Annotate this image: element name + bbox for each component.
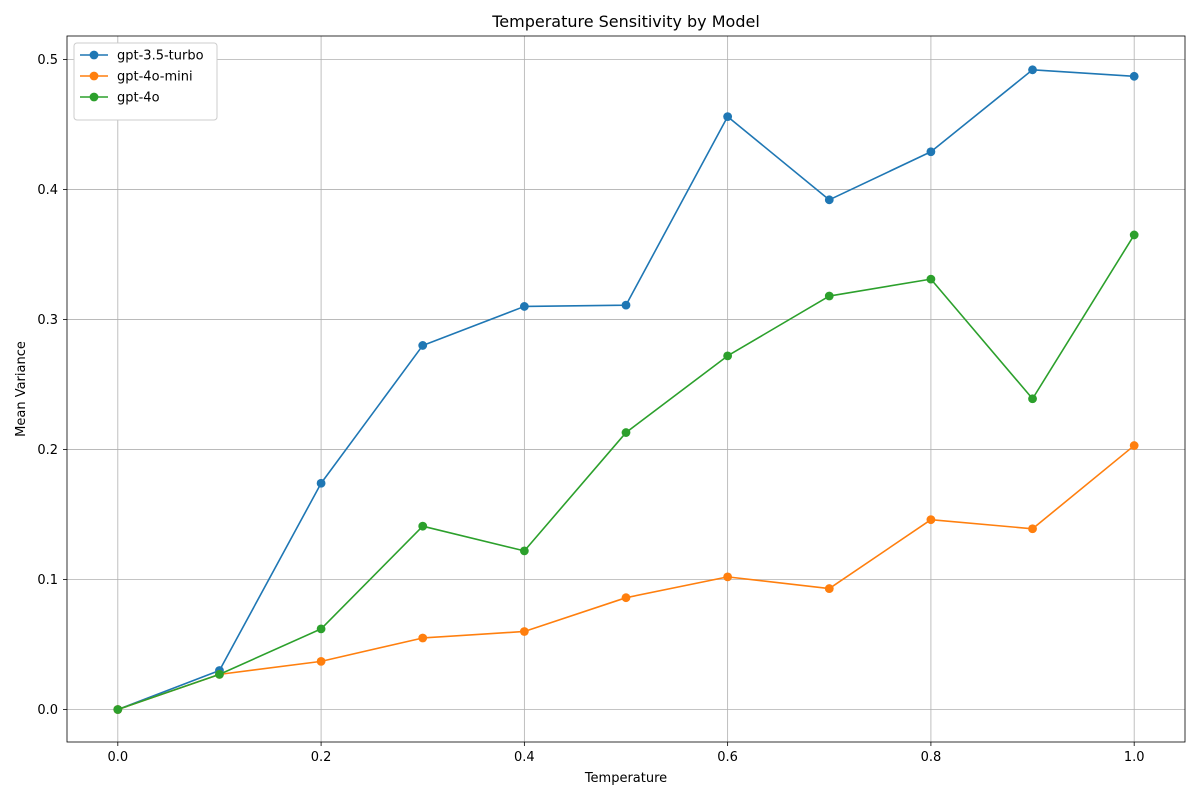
x-tick-label: 0.6	[717, 750, 738, 765]
data-point-gpt-3-5-turbo	[418, 341, 428, 350]
x-tick-label: 0.4	[514, 750, 535, 765]
data-point-gpt-4o	[418, 521, 428, 531]
plot-area-frame	[66, 35, 1186, 743]
series-gpt-4o-mini	[113, 441, 1139, 714]
data-point-gpt-4o-mini	[519, 627, 529, 636]
legend-marker	[89, 71, 99, 81]
legend-item-gpt-4o: gpt-4o	[80, 91, 160, 106]
x-tick-label: 0.0	[107, 750, 128, 765]
legend-item-gpt-4o-mini: gpt-4o-mini	[80, 70, 193, 85]
x-axis: 0.0 0.2 0.4 0.6 0.8 1.0	[107, 742, 1145, 765]
data-point-gpt-3-5-turbo	[316, 478, 326, 488]
data-point-gpt-4o-mini	[824, 584, 834, 593]
series-layer	[113, 65, 1139, 714]
data-point-gpt-4o	[621, 428, 631, 437]
legend-label: gpt-4o	[117, 91, 160, 106]
y-tick-label: 0.5	[37, 53, 58, 68]
series-gpt-4o	[113, 230, 1139, 714]
y-tick-label: 0.4	[37, 183, 58, 198]
legend-frame	[73, 42, 218, 121]
data-point-gpt-3-5-turbo	[926, 147, 936, 157]
y-axis: 0.0 0.1 0.2 0.3 0.4 0.5	[37, 53, 67, 718]
data-point-gpt-3-5-turbo	[621, 300, 631, 310]
data-point-gpt-4o	[1129, 230, 1139, 240]
data-point-gpt-3-5-turbo	[723, 112, 733, 122]
data-point-gpt-4o-mini	[723, 572, 733, 582]
data-point-gpt-3-5-turbo	[1129, 71, 1139, 81]
data-point-gpt-4o-mini	[1028, 524, 1037, 534]
data-point-gpt-3-5-turbo	[824, 195, 834, 205]
legend: gpt-3.5-turbo gpt-4o-mini gpt-4o	[73, 42, 218, 121]
data-point-gpt-4o	[113, 705, 123, 714]
data-point-gpt-4o-mini	[926, 515, 936, 525]
legend-item-gpt-3-5-turbo: gpt-3.5-turbo	[80, 49, 204, 64]
legend-label: gpt-3.5-turbo	[117, 49, 204, 64]
legend-label: gpt-4o-mini	[117, 70, 193, 85]
x-tick-label: 1.0	[1124, 750, 1145, 765]
data-point-gpt-4o	[723, 351, 733, 361]
data-point-gpt-4o	[316, 624, 326, 634]
data-point-gpt-4o	[824, 291, 834, 301]
y-tick-label: 0.0	[37, 703, 58, 718]
data-point-gpt-4o-mini	[621, 593, 631, 603]
x-axis-label: Temperature	[584, 771, 667, 786]
legend-marker	[89, 50, 99, 60]
chart-title: Temperature Sensitivity by Model	[491, 12, 760, 31]
data-point-gpt-4o	[926, 274, 936, 284]
data-point-gpt-4o-mini	[316, 656, 326, 666]
data-point-gpt-4o-mini	[1129, 441, 1139, 450]
x-tick-label: 0.8	[921, 750, 942, 765]
grid-lines	[67, 36, 1185, 742]
data-point-gpt-4o	[519, 546, 529, 556]
series-gpt-3-5-turbo	[113, 65, 1139, 714]
data-point-gpt-3-5-turbo	[519, 302, 529, 311]
series-line-gpt-3-5-turbo	[117, 69, 1135, 711]
x-tick-label: 0.2	[311, 750, 332, 765]
y-tick-label: 0.1	[37, 573, 58, 588]
data-point-gpt-4o-mini	[418, 633, 428, 643]
y-axis-label: Mean Variance	[14, 341, 29, 437]
data-point-gpt-3-5-turbo	[1028, 65, 1037, 75]
y-tick-label: 0.2	[37, 443, 58, 458]
legend-marker	[89, 92, 99, 102]
y-tick-label: 0.3	[37, 313, 58, 328]
data-point-gpt-4o	[215, 669, 224, 679]
data-point-gpt-4o	[1028, 394, 1037, 404]
